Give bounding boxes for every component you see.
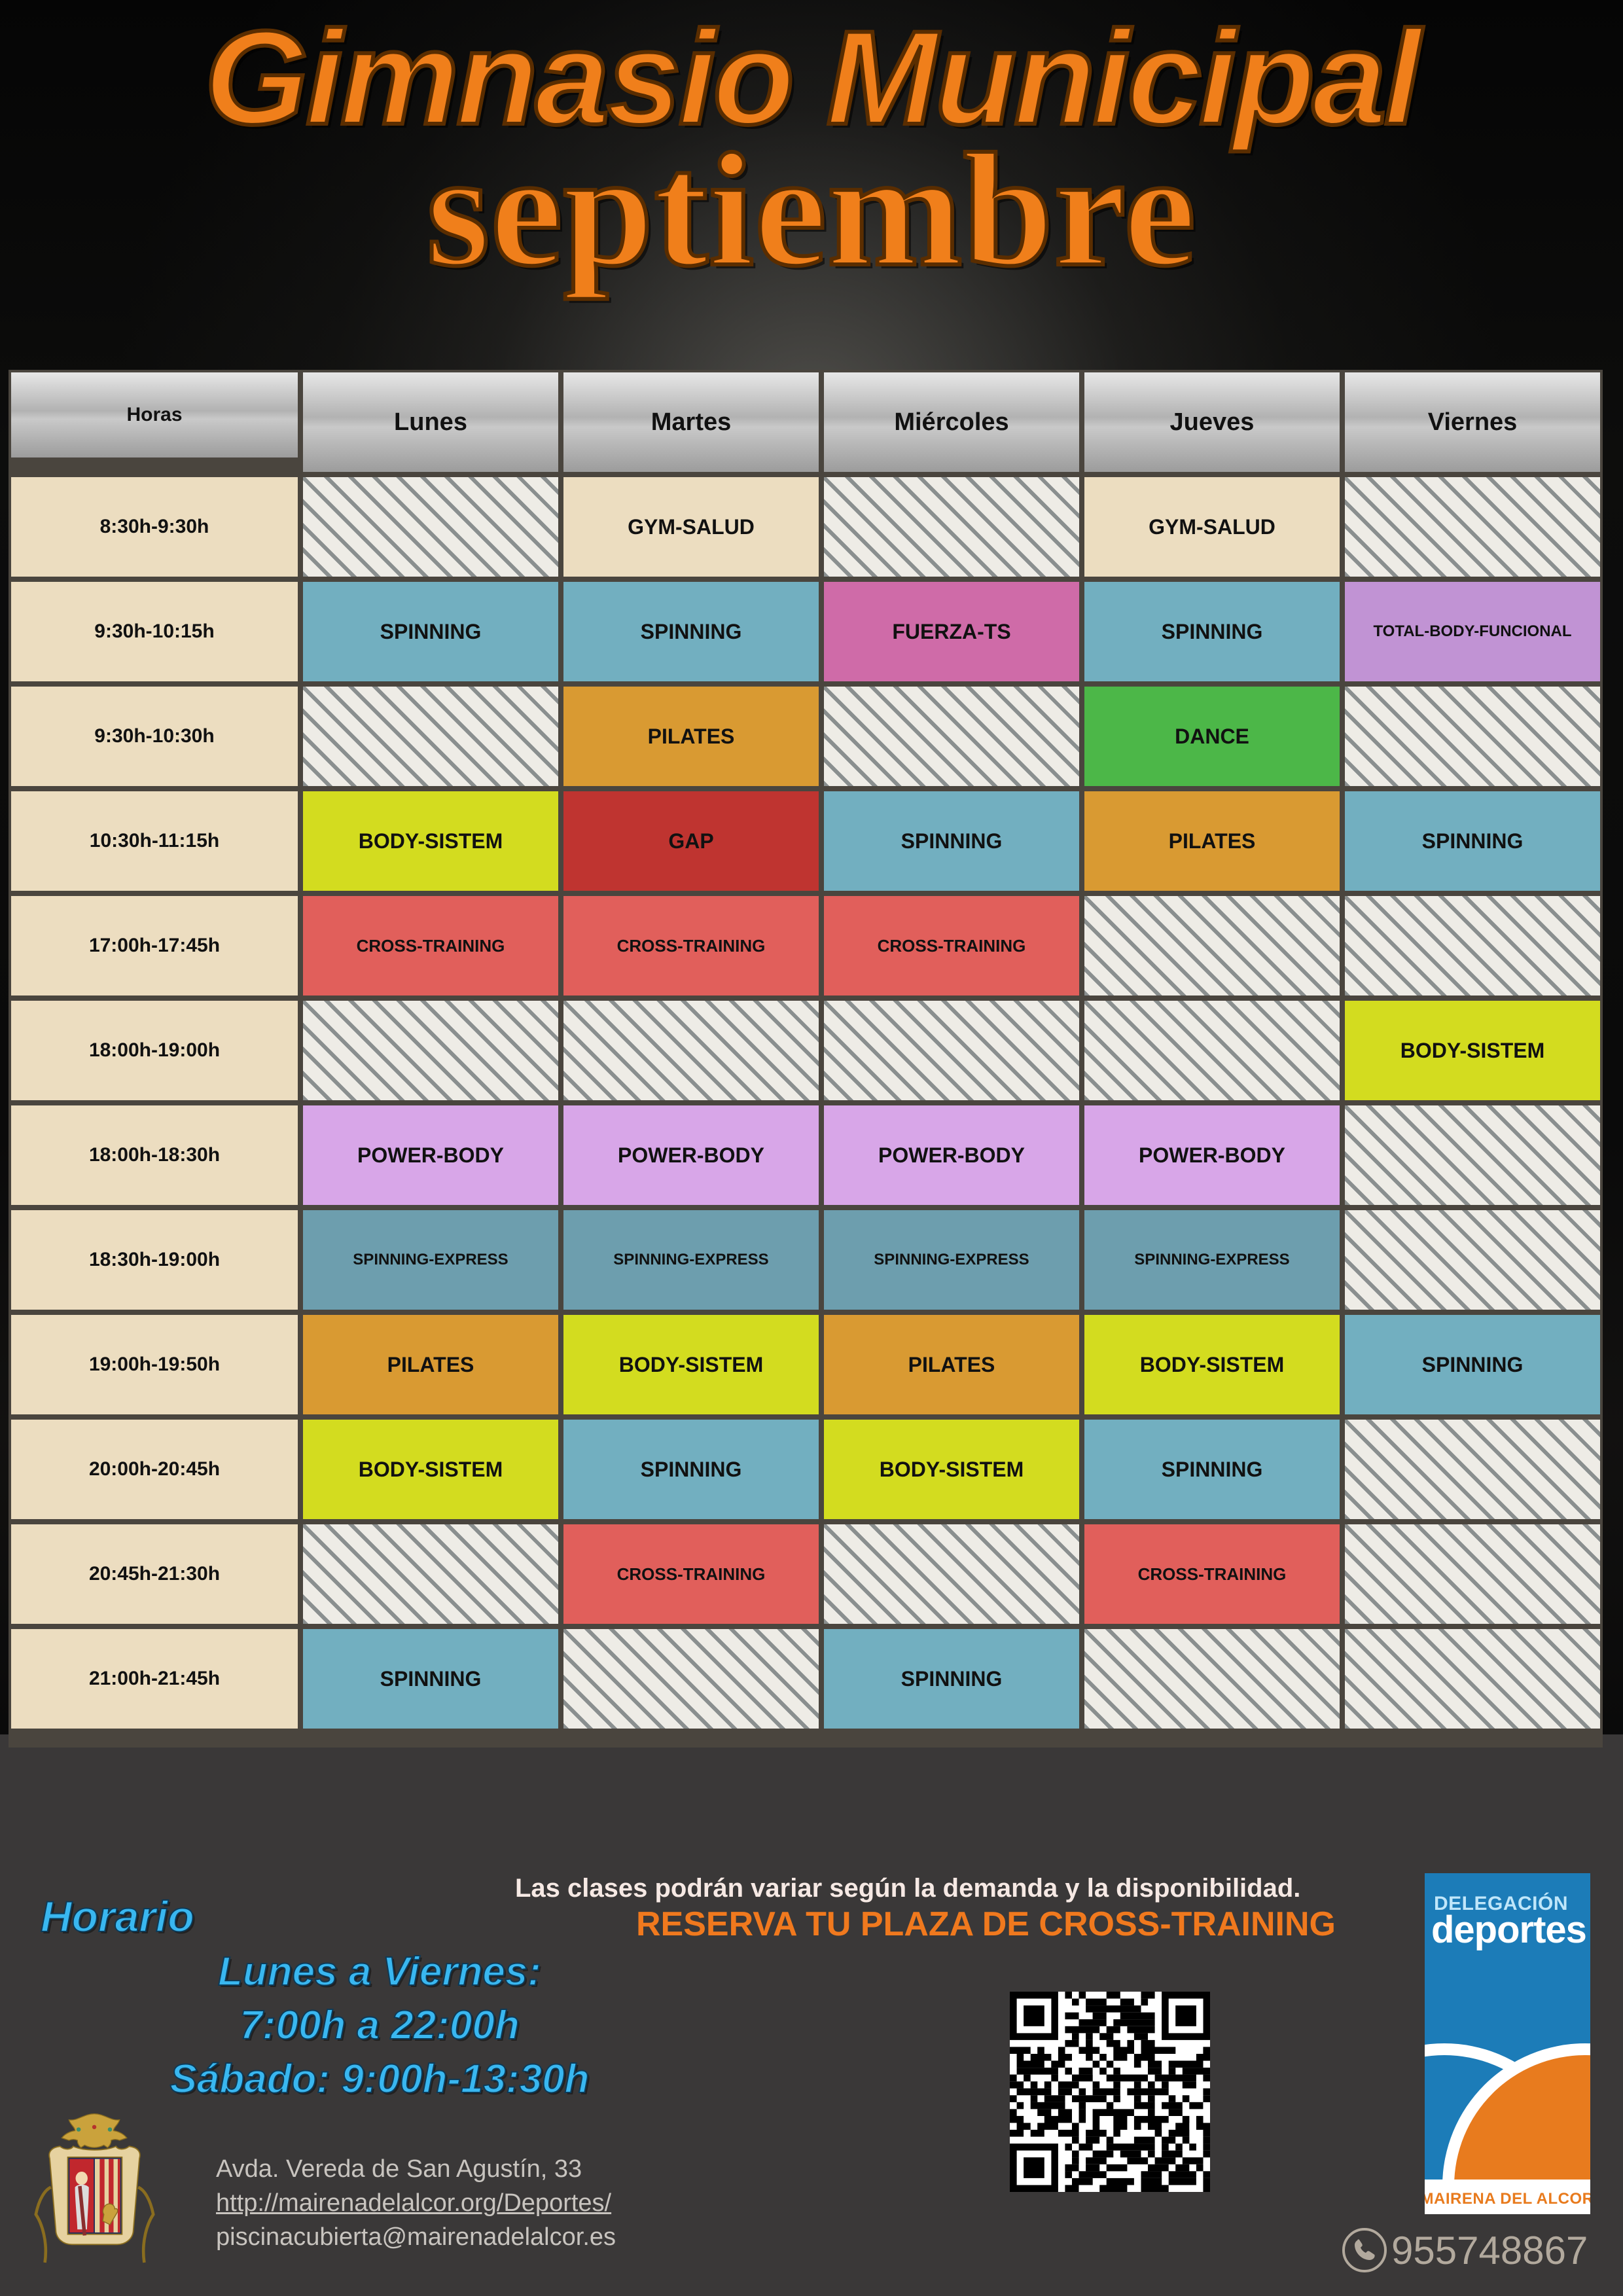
svg-text:deportes: deportes [1431,1909,1586,1951]
svg-text:MAIRENA DEL ALCOR: MAIRENA DEL ALCOR [1425,2190,1590,2208]
